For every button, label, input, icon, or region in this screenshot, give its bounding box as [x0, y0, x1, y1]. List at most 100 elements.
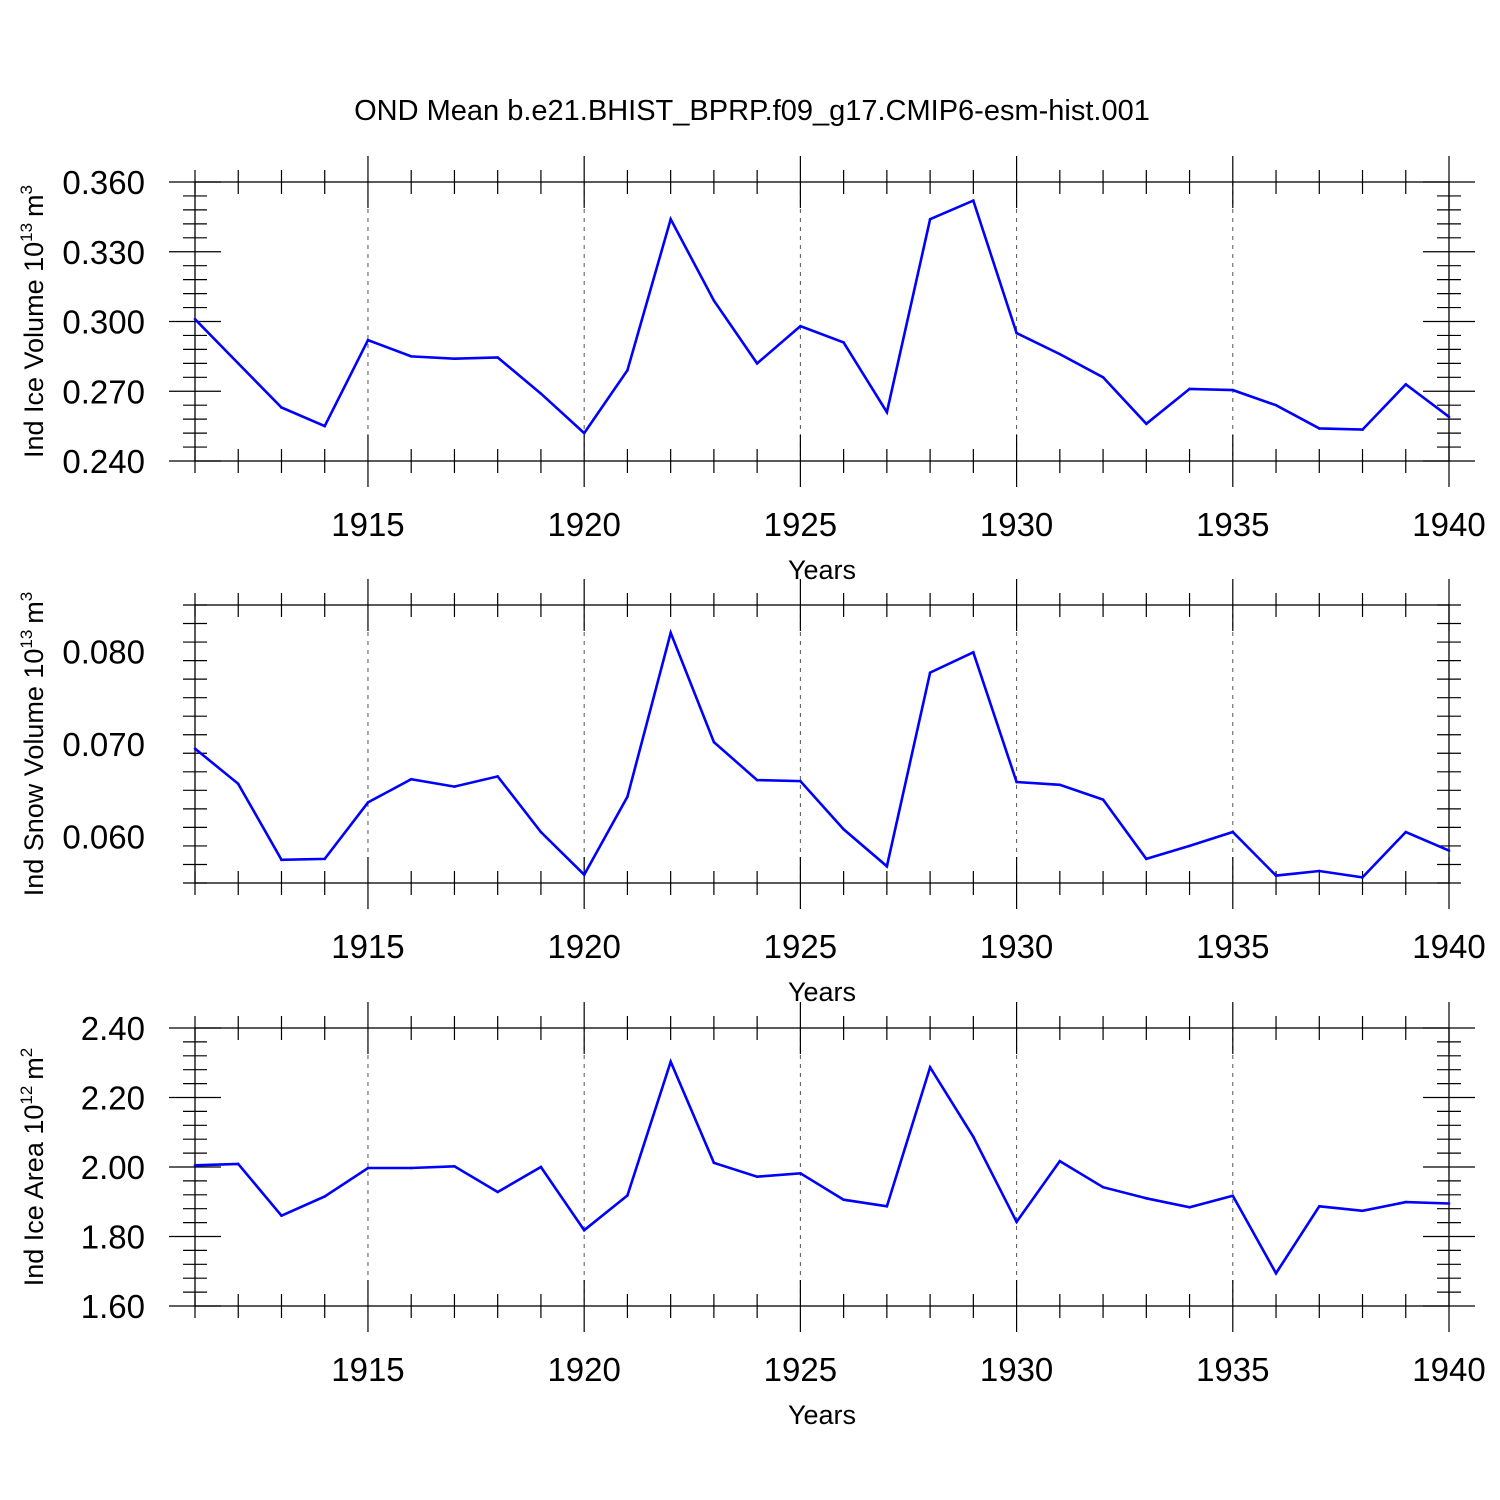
x-tick-label: 1940: [1412, 506, 1485, 543]
data-point: [755, 1175, 759, 1179]
data-point: [626, 1194, 629, 1197]
y-tick-label: 0.300: [62, 304, 145, 341]
data-point: [193, 317, 197, 321]
y-ticks: [169, 1027, 1475, 1307]
y-axis-label-unit: m: [19, 601, 49, 624]
x-axis-label: Years: [788, 977, 856, 1007]
x-tick-label: 1935: [1196, 1351, 1269, 1388]
y-axis-label-base: 10: [19, 649, 49, 679]
data-point: [1361, 428, 1364, 431]
x-ticks: [194, 579, 1450, 909]
x-tick-label: 1930: [980, 928, 1053, 965]
data-point: [453, 1165, 456, 1168]
series-line-ice-volume: [194, 198, 1450, 436]
x-tick-label: 1925: [764, 506, 837, 543]
data-point: [1145, 422, 1148, 426]
data-points: [193, 631, 1451, 879]
data-point: [1015, 331, 1018, 335]
data-point: [755, 362, 759, 365]
data-point: [1145, 857, 1148, 861]
y-axis-label: Ind Ice Area 1012 m2: [17, 1048, 49, 1287]
data-point: [626, 795, 629, 799]
y-axis-label-unit-exp: 3: [17, 592, 36, 601]
y-tick-label: 1.60: [81, 1288, 145, 1325]
data-point: [1231, 830, 1235, 834]
y-axis-label-unit: m: [19, 1057, 49, 1080]
data-point: [1231, 388, 1235, 392]
data-point: [1231, 1194, 1235, 1198]
data-point: [1058, 352, 1062, 356]
data-point: [842, 341, 845, 344]
data-point: [928, 217, 932, 221]
x-ticks: [194, 156, 1450, 487]
y-axis-label-unit-exp: 2: [17, 1048, 36, 1057]
panels: 0.240 0.270 0.300 0.330 0.360 1915 1920 1925 193…: [17, 156, 1486, 1430]
data-point: [1188, 1206, 1191, 1209]
data-point: [799, 324, 802, 328]
series-line-snow-volume: [194, 628, 1450, 879]
data-point: [1404, 1200, 1408, 1204]
y-axis-label-unit: m: [19, 194, 49, 217]
x-tick-label: 1920: [547, 928, 620, 965]
data-point: [280, 858, 283, 862]
data-point: [280, 1214, 283, 1217]
data-point: [1317, 1204, 1321, 1208]
data-point: [885, 410, 889, 414]
y-tick-label: 0.360: [62, 164, 145, 201]
panel-ice-area: 1.60 1.80 2.00 2.20 2.40 1915 1920 1925 1930 1935…: [17, 1002, 1486, 1430]
y-axis-label-base: 10: [19, 1105, 49, 1135]
data-point: [1015, 1220, 1018, 1224]
x-tick-label: 1925: [764, 1351, 837, 1388]
x-tick-label: 1915: [331, 928, 404, 965]
data-point: [669, 1060, 672, 1064]
x-axis-label: Years: [788, 1400, 856, 1430]
x-tick-label: 1940: [1412, 928, 1485, 965]
data-point: [712, 299, 716, 302]
data-point: [453, 357, 456, 361]
data-point: [496, 1190, 499, 1194]
plot-frame: [194, 604, 1450, 884]
x-tick-label: 1920: [547, 1351, 620, 1388]
data-point: [1317, 869, 1321, 873]
y-ticks: [169, 181, 1475, 462]
data-point: [1101, 1185, 1105, 1189]
data-point: [236, 362, 240, 365]
data-point: [669, 217, 672, 221]
data-point: [539, 830, 543, 834]
data-point: [1188, 387, 1191, 391]
y-axis-label-exp: 13: [17, 223, 36, 242]
data-point: [928, 1065, 932, 1069]
x-tick-label: 1920: [547, 506, 620, 543]
data-point: [582, 873, 586, 876]
data-point: [496, 775, 499, 778]
panel-snow-volume: 0.060 0.070 0.080 1915 1920 1925 1930 1935 1940 Y…: [17, 579, 1486, 1007]
y-axis-label-exp: 12: [17, 1086, 36, 1105]
data-points: [193, 1060, 1451, 1275]
y-tick-label: 0.240: [62, 443, 145, 480]
x-tick-label: 1940: [1412, 1351, 1485, 1388]
y-axis-label-text: Ind Ice Area: [19, 1135, 49, 1287]
x-tick-label: 1915: [331, 506, 404, 543]
data-point: [712, 740, 716, 744]
x-tick-label: 1915: [331, 1351, 404, 1388]
data-point: [1101, 798, 1105, 801]
data-point: [366, 801, 370, 804]
data-point: [1447, 415, 1451, 419]
data-point: [1317, 427, 1321, 430]
data-point: [193, 1163, 197, 1167]
data-point: [885, 1204, 889, 1208]
data-point: [885, 865, 889, 868]
data-points: [193, 199, 1451, 435]
data-point: [1274, 1272, 1278, 1275]
data-point: [323, 1195, 327, 1198]
data-point: [453, 785, 456, 788]
data-point: [323, 424, 327, 428]
data-point: [712, 1161, 716, 1165]
y-axis-label-base: 10: [19, 242, 49, 272]
data-point: [582, 431, 586, 435]
data-point: [409, 777, 413, 781]
data-point: [539, 392, 543, 395]
y-axis-label-exp: 13: [17, 630, 36, 649]
data-point: [1361, 876, 1364, 879]
